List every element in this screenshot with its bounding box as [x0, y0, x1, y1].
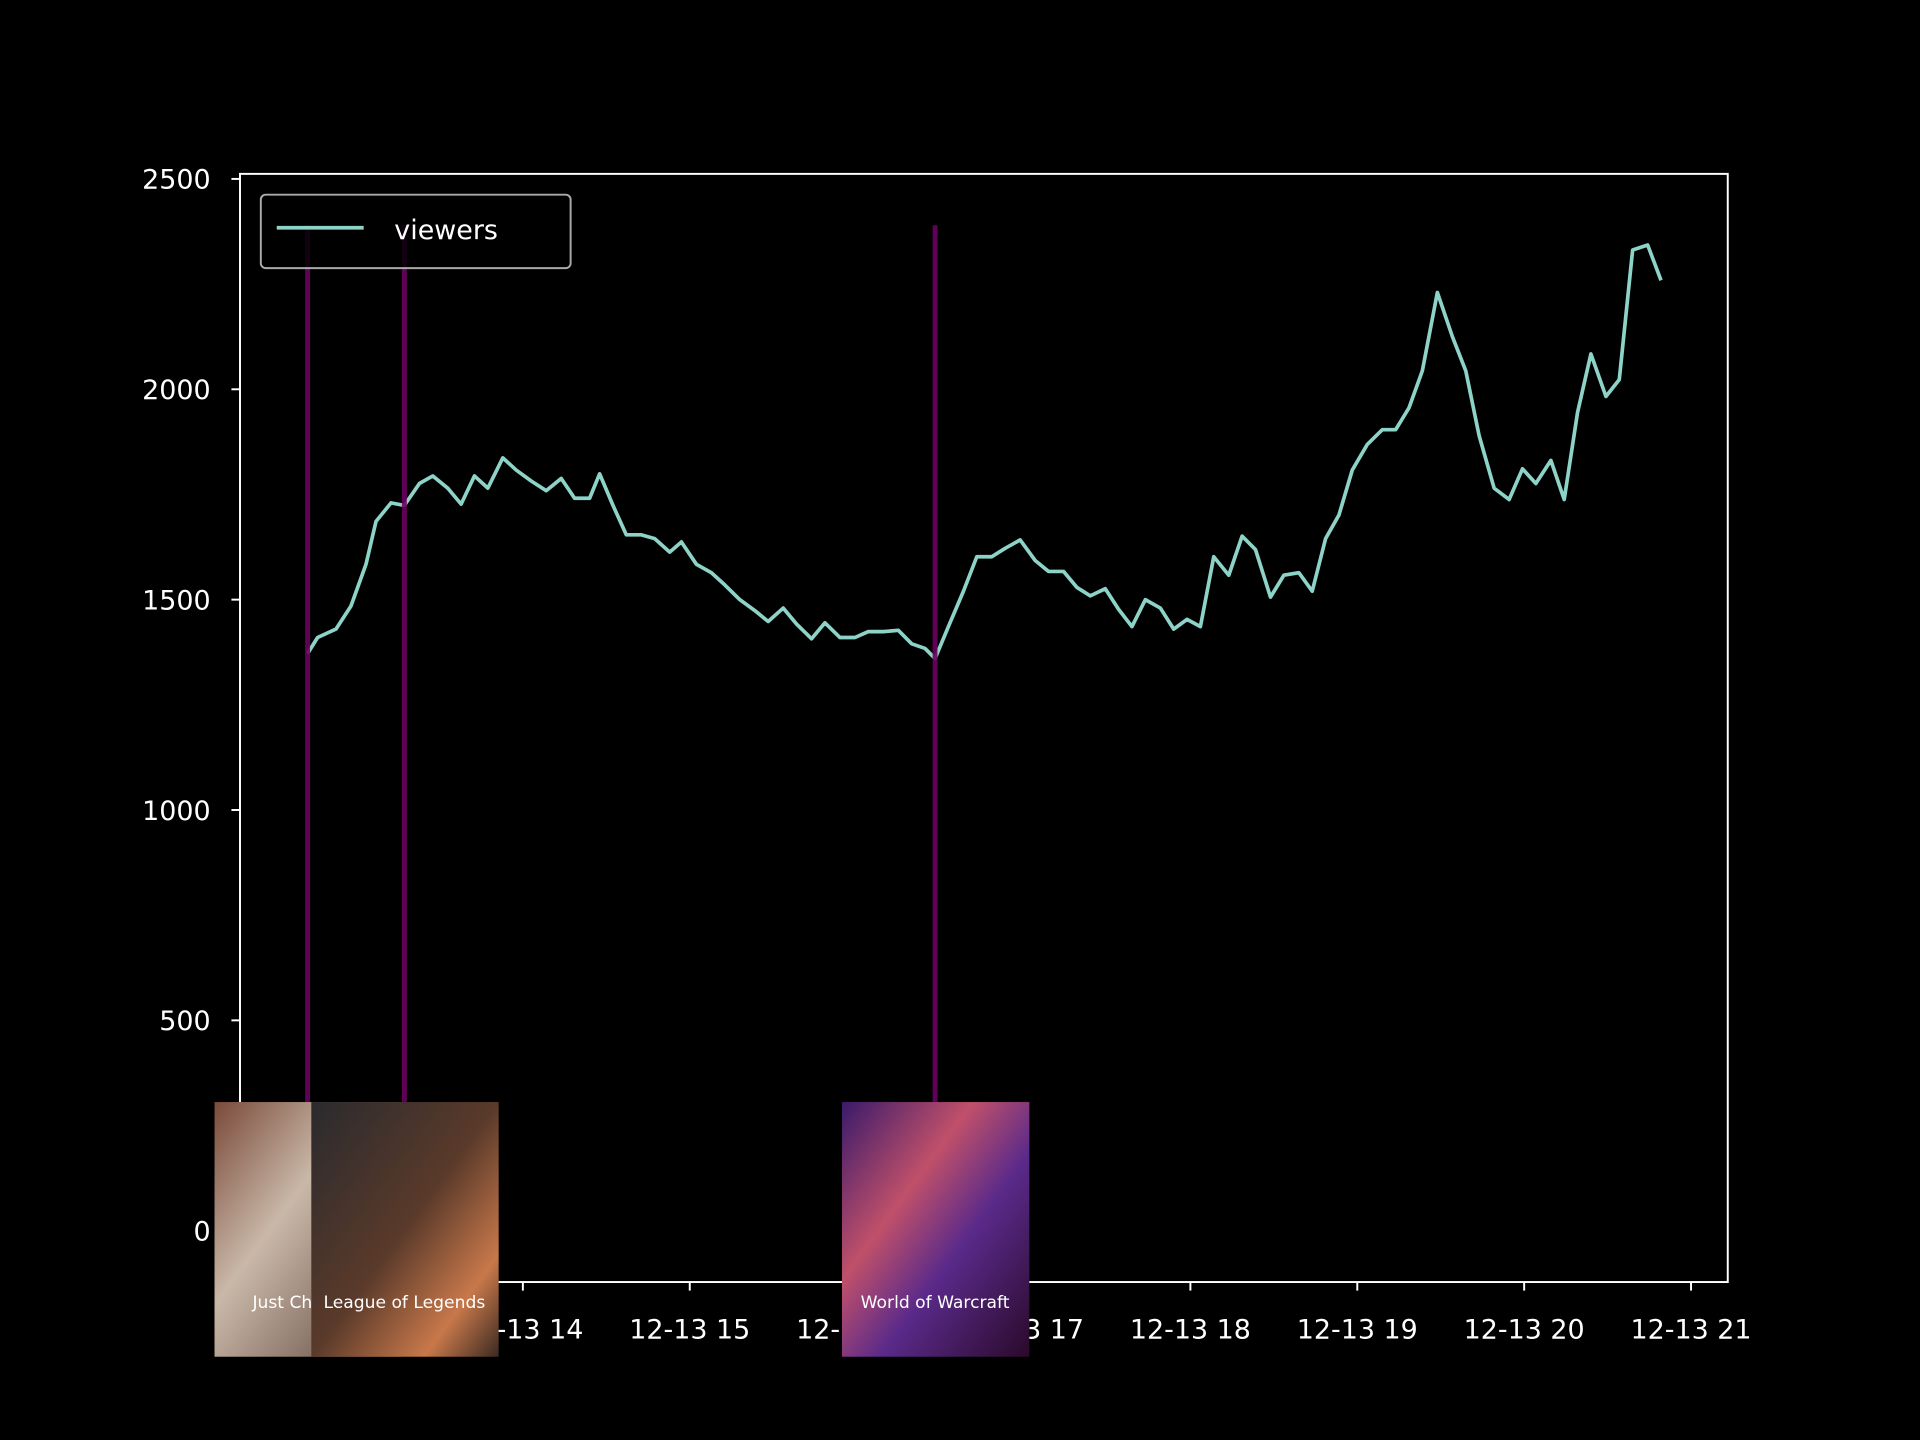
game-cover [311, 1102, 499, 1357]
y-tick-label: 2500 [142, 165, 211, 196]
game-cover [842, 1102, 1030, 1357]
y-tick-label: 1000 [142, 796, 211, 827]
y-tick-label: 2000 [142, 375, 211, 406]
x-tick-label: 12-13 18 [1130, 1314, 1251, 1345]
x-tick-label: 12-13 21 [1631, 1314, 1752, 1345]
game-label: League of Legends [323, 1293, 485, 1313]
x-tick-label: 12-13 15 [629, 1314, 750, 1345]
x-tick-label: 12-13 19 [1297, 1314, 1418, 1345]
game-label: World of Warcraft [861, 1293, 1010, 1313]
x-tick-label: 12-13 20 [1464, 1314, 1585, 1345]
legend-label: viewers [394, 215, 498, 246]
y-tick-label: 1500 [142, 585, 211, 616]
data-line [306, 243, 1663, 661]
y-tick-label: 0 [193, 1217, 210, 1248]
y-tick-label: 500 [159, 1006, 210, 1037]
legend-box [259, 193, 572, 270]
